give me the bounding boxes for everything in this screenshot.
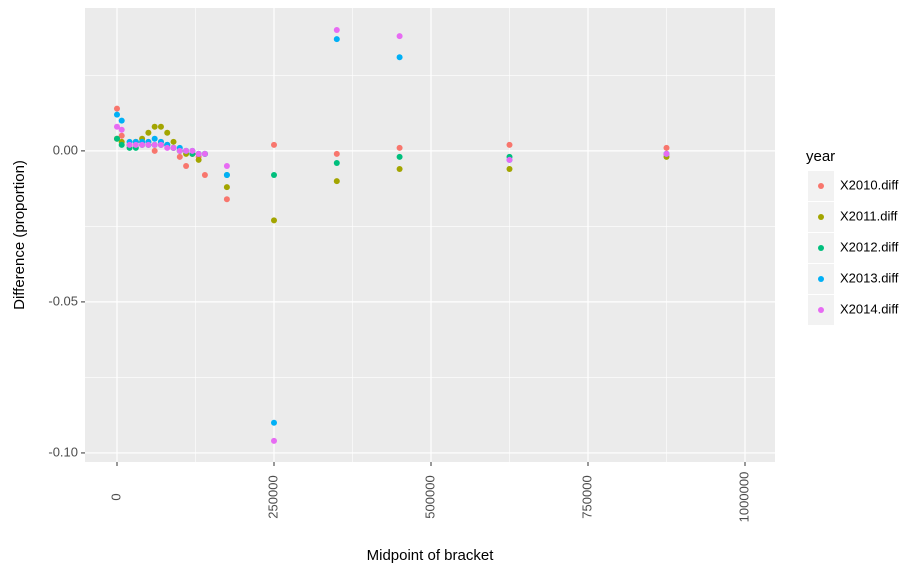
point [396,153,403,160]
legend-marker [818,214,824,220]
point [396,165,403,172]
point [145,129,152,136]
point [164,144,171,151]
point [157,141,164,148]
x-tick-label: 0 [108,493,123,500]
point [195,150,202,157]
point [164,129,171,136]
point [145,141,152,148]
point [118,141,125,148]
point [176,147,183,154]
point [126,141,133,148]
point [170,144,177,151]
point [270,141,277,148]
point [139,141,146,148]
point [506,165,513,172]
point [113,135,120,142]
y-axis-title: Difference (proportion) [11,160,28,310]
point [333,150,340,157]
point [201,172,208,179]
point [118,126,125,133]
x-tick-label: 500000 [422,475,437,518]
point [270,419,277,426]
point [151,123,158,130]
point [663,150,670,157]
point [118,132,125,139]
y-tick-label: -0.05 [48,293,78,308]
legend-marker [818,307,824,313]
point [333,27,340,34]
point [223,184,230,191]
point [113,123,120,130]
point [170,138,177,145]
legend-marker [818,245,824,251]
legend-marker [818,183,824,189]
point [183,162,190,169]
point [506,141,513,148]
point [333,159,340,166]
legend-label: X2012.diff [840,239,899,254]
point [183,147,190,154]
legend-marker [818,276,824,282]
point [333,178,340,185]
point [176,153,183,160]
legend-title: year [806,148,835,165]
point [189,147,196,154]
point [132,141,139,148]
legend-label: X2013.diff [840,270,899,285]
point [113,111,120,118]
point [223,162,230,169]
point [118,117,125,124]
x-tick-label: 250000 [265,475,280,518]
point [195,156,202,163]
legend-label: X2011.diff [840,208,898,223]
panel [85,8,775,462]
point [396,33,403,40]
x-tick-label: 1000000 [736,472,751,523]
point [333,36,340,43]
y-tick-label: -0.10 [48,444,78,459]
point [151,135,158,142]
legend-label: X2010.diff [840,177,899,192]
point [396,54,403,61]
x-tick-label: 750000 [579,475,594,518]
point [270,217,277,224]
point [270,437,277,444]
point [157,123,164,130]
point [223,196,230,203]
x-axis-title: Midpoint of bracket [367,547,495,564]
point [663,144,670,151]
legend-label: X2014.diff [840,301,899,316]
point [506,156,513,163]
point [113,105,120,112]
point [151,147,158,154]
point [201,150,208,157]
point [270,172,277,179]
point [223,172,230,179]
y-tick-label: 0.00 [53,142,78,157]
point [151,141,158,148]
point [396,144,403,151]
